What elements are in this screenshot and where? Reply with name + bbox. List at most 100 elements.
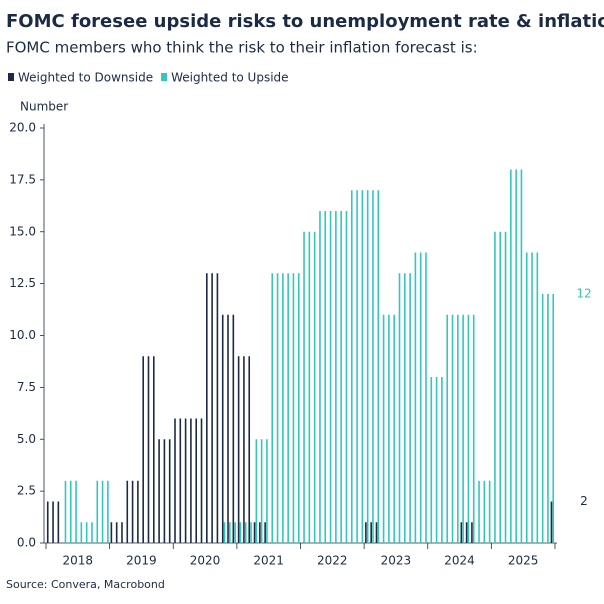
bar — [80, 522, 83, 543]
bar — [248, 356, 251, 543]
bar — [264, 522, 266, 543]
bar — [110, 522, 113, 543]
bar — [52, 501, 54, 543]
bar — [152, 356, 155, 543]
bar — [388, 314, 390, 543]
bar — [190, 418, 192, 543]
bar — [276, 273, 279, 543]
bar — [229, 522, 231, 543]
x-tick-label: 2023 — [381, 554, 412, 568]
bar — [515, 169, 517, 543]
bar — [335, 211, 337, 543]
bar — [158, 439, 160, 543]
bar — [446, 314, 449, 543]
bar — [460, 522, 463, 543]
bar — [308, 231, 311, 543]
bar — [375, 522, 378, 543]
bar — [184, 418, 187, 543]
bar — [483, 480, 486, 543]
bar — [462, 314, 464, 543]
bar — [345, 211, 348, 543]
x-tick-label: 2022 — [317, 554, 348, 568]
bar — [216, 273, 219, 543]
bar — [552, 294, 555, 543]
x-tick-label: 2019 — [126, 554, 157, 568]
bar — [227, 314, 229, 543]
bar — [465, 522, 468, 543]
bar — [319, 211, 321, 543]
x-tick-label: 2021 — [253, 554, 284, 568]
legend-label: Weighted to Downside — [18, 71, 153, 85]
y-tick-label: 12.5 — [9, 276, 36, 290]
bar — [356, 190, 358, 543]
source: Source: Convera, Macrobond — [6, 578, 165, 591]
last-value-label: 12 — [576, 287, 591, 301]
bar — [232, 314, 235, 543]
bar — [472, 314, 475, 543]
bar — [303, 231, 305, 543]
x-tick-label: 2018 — [63, 554, 94, 568]
y-axis-label: Number — [20, 100, 68, 114]
bar — [451, 314, 454, 543]
bar — [550, 501, 553, 543]
bar — [147, 356, 150, 543]
bar — [366, 190, 369, 543]
bar — [266, 439, 268, 543]
y-tick-label: 10.0 — [9, 328, 36, 342]
bar — [370, 522, 372, 543]
x-tick-label: 2024 — [444, 554, 475, 568]
y-tick-label: 5.0 — [17, 432, 36, 446]
bar — [531, 252, 533, 543]
bar — [478, 480, 480, 543]
bar — [403, 273, 406, 543]
bar — [46, 501, 49, 543]
bar — [101, 480, 104, 543]
bar — [107, 480, 109, 543]
bar — [137, 480, 139, 543]
bar — [69, 480, 72, 543]
bar — [237, 356, 240, 543]
bar — [250, 522, 252, 543]
bar — [419, 252, 422, 543]
bar — [259, 522, 261, 543]
bar — [292, 273, 295, 543]
bar — [200, 418, 203, 543]
bar — [398, 273, 401, 543]
bar — [206, 273, 208, 543]
bar — [271, 273, 274, 543]
x-tick-label: 2020 — [190, 554, 221, 568]
bar — [85, 522, 88, 543]
bar — [382, 314, 385, 543]
bar — [287, 273, 289, 543]
bar — [365, 522, 367, 543]
bar — [471, 522, 473, 543]
y-tick-label: 7.5 — [17, 380, 36, 394]
bar — [435, 377, 438, 543]
bar — [510, 169, 512, 543]
bar — [91, 522, 93, 543]
bar — [393, 314, 395, 543]
y-tick-label: 0.0 — [17, 536, 36, 550]
bar — [64, 480, 67, 543]
bar — [525, 252, 528, 543]
y-tick-label: 17.5 — [9, 172, 36, 186]
bar — [504, 231, 507, 543]
bar — [377, 190, 380, 543]
chart-title: FOMC foresee upside risks to unemploymen… — [6, 11, 604, 32]
bar — [131, 480, 134, 543]
bar — [223, 522, 226, 543]
bar — [255, 439, 258, 543]
y-tick-label: 15.0 — [9, 224, 36, 238]
bar — [409, 273, 411, 543]
bar — [414, 252, 417, 543]
bar — [142, 356, 144, 543]
bar — [168, 439, 171, 543]
bar — [234, 522, 236, 543]
bar — [126, 480, 129, 543]
bar — [179, 418, 182, 543]
bar — [253, 522, 256, 543]
bar — [121, 522, 123, 543]
legend-swatch — [161, 73, 168, 81]
bar — [221, 314, 224, 543]
